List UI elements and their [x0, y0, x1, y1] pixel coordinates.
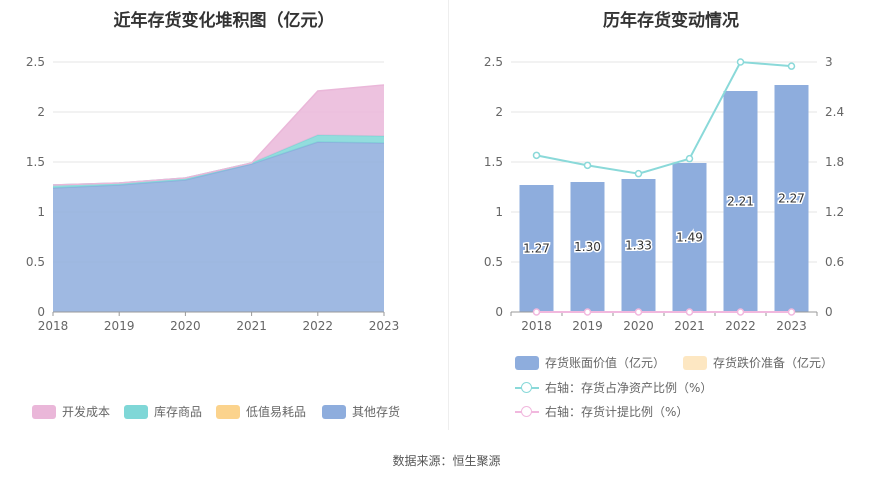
- area-库存商品: [53, 135, 384, 188]
- series-line: [536, 60, 792, 175]
- y-tick-label: 0.5: [484, 255, 503, 269]
- line-point: [685, 154, 694, 163]
- line-point: [532, 308, 541, 316]
- y-tick-label: 2: [495, 105, 503, 119]
- line-point: [634, 308, 643, 316]
- legend-marker: [521, 381, 532, 393]
- line-point: [634, 169, 643, 178]
- area-edge-开发成本: [52, 84, 385, 186]
- x-tick-label: 2021: [674, 319, 705, 333]
- legend-item[interactable]: 库存商品: [124, 403, 202, 420]
- y2-tick-label: 3: [825, 55, 833, 69]
- y-tick-label: 0: [495, 305, 503, 319]
- line-point: [787, 308, 796, 316]
- x-tick-label: 2018: [38, 319, 69, 333]
- x-tick-label: 2021: [236, 319, 267, 333]
- legend-swatch: [124, 404, 148, 419]
- bar-value-label: 2.27: [778, 192, 805, 206]
- y2-tick-label: 1.8: [825, 155, 844, 169]
- line-point: [787, 62, 796, 70]
- bar-value-label: 1.33: [625, 239, 652, 253]
- legend-item[interactable]: 右轴：存货占净资产比例（%）: [515, 379, 712, 396]
- stacked-area-chart-panel: 近年存货变化堆积图（亿元） 0 0.5 1 1.5 2 2.5 2018 2019 2020 20…: [0, 0, 448, 430]
- legend-marker: [521, 405, 532, 417]
- legend-swatch: [216, 404, 240, 419]
- bar: [519, 185, 554, 312]
- x-tick-label: 2019: [572, 319, 603, 333]
- y-tick-label: 2.5: [484, 55, 503, 69]
- y2-tick-label: 2.4: [825, 105, 844, 119]
- y-tick-label: 0: [37, 305, 45, 319]
- y-tick-label: 1.5: [484, 155, 503, 169]
- bar-value-label: 1.30: [574, 240, 601, 254]
- line-point: [736, 308, 745, 316]
- y-tick-label: 1: [37, 205, 45, 219]
- x-tick-label: 2023: [776, 319, 807, 333]
- bar: [774, 85, 809, 312]
- legend-swatch: [515, 381, 539, 395]
- y-tick-label: 1.5: [26, 155, 45, 169]
- y2-tick-label: 1.2: [825, 205, 844, 219]
- y-tick-label: 1: [495, 205, 503, 219]
- legend-label: 其他存货: [352, 405, 401, 419]
- x-tick-label: 2019: [104, 319, 135, 333]
- x-tick-label: 2022: [725, 319, 756, 333]
- x-tick-label: 2018: [521, 319, 552, 333]
- x-tick-label: 2022: [303, 319, 334, 333]
- legend-label: 存货跌价准备（亿元）: [713, 356, 834, 370]
- legend-item[interactable]: 其他存货: [322, 403, 400, 420]
- legend-item[interactable]: 低值易耗品: [216, 403, 306, 420]
- legend-label: 开发成本: [62, 405, 111, 419]
- y-tick-label: 0.5: [26, 255, 45, 269]
- line-point: [583, 161, 592, 170]
- bar: [723, 91, 758, 312]
- panel-divider: [448, 0, 449, 430]
- legend-label: 右轴：存货占净资产比例（%）: [545, 381, 713, 395]
- bar: [570, 182, 605, 312]
- bar: [672, 163, 707, 312]
- line-point: [532, 151, 541, 160]
- line-point: [736, 58, 745, 66]
- y-tick-label: 2: [37, 105, 45, 119]
- bar-value-label: 2.21: [727, 195, 754, 209]
- bar-line-chart-panel: 历年存货变动情况 0 0.5 1 1.5 2 2.5 0 0.6 1.2 1.8 2.4 3 1.27 1…: [449, 0, 893, 430]
- legend-item[interactable]: 右轴：存货计提比例（%）: [515, 403, 688, 420]
- legend-swatch: [683, 355, 707, 370]
- data-source-note: 数据来源：恒生聚源: [392, 454, 501, 468]
- x-tick-label: 2020: [170, 319, 201, 333]
- legend-label: 存货账面价值（亿元）: [545, 356, 666, 370]
- bar-value-label: 1.27: [523, 242, 550, 256]
- y-tick-label: 2.5: [26, 55, 45, 69]
- legend-item[interactable]: 存货跌价准备（亿元）: [683, 354, 833, 371]
- area-其他存货: [53, 142, 384, 312]
- line-point: [583, 308, 592, 316]
- x-tick-label: 2023: [369, 319, 400, 333]
- y2-tick-label: 0.6: [825, 255, 844, 269]
- x-tick-label: 2020: [623, 319, 654, 333]
- bar-line-chart: 0 0.5 1 1.5 2 2.5 0 0.6 1.2 1.8 2.4 3 1.27 1.30 1.33 1.…: [484, 55, 844, 333]
- legend-swatch: [515, 405, 539, 419]
- right-chart-title: 历年存货变动情况: [603, 11, 739, 31]
- legend-swatch: [32, 404, 56, 419]
- legend-label: 低值易耗品: [246, 405, 307, 419]
- legend-item[interactable]: 开发成本: [32, 403, 110, 420]
- line-point: [685, 308, 694, 316]
- legend-item[interactable]: 存货账面价值（亿元）: [515, 354, 665, 371]
- bar: [621, 179, 656, 312]
- legend-label: 库存商品: [154, 405, 203, 419]
- left-chart-title: 近年存货变化堆积图（亿元）: [113, 11, 335, 31]
- legend-swatch: [322, 404, 346, 419]
- legend-swatch: [515, 355, 539, 370]
- stacked-area-chart: 0 0.5 1 1.5 2 2.5 2018 2019 2020 2021 2022 2023: [26, 55, 400, 333]
- bar-value-label: 1.49: [676, 231, 703, 245]
- legend-label: 右轴：存货计提比例（%）: [545, 405, 689, 419]
- y2-tick-label: 0: [825, 305, 833, 319]
